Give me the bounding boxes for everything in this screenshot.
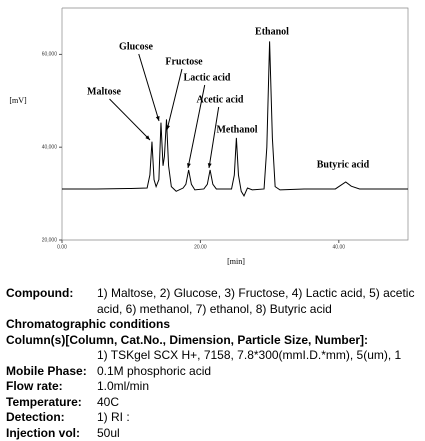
arrow-head <box>166 125 170 130</box>
arrow-line <box>208 106 220 169</box>
y-tick-label: 40,000 <box>42 145 58 151</box>
detail-value: 0.1M phosphoric acid <box>97 363 212 378</box>
arrow-line <box>166 68 183 131</box>
arrow-head <box>207 163 212 168</box>
peak-label: Acetic acid <box>197 94 244 105</box>
y-tick-label: 20,000 <box>42 237 58 243</box>
x-axis-label: [min] <box>227 257 245 266</box>
y-axis-label: [mV] <box>9 96 27 105</box>
arrow-line <box>138 53 160 122</box>
detail-value: 1) RI : <box>97 410 130 424</box>
detail-row: Temperature: 40C <box>6 395 421 411</box>
chart: [mV] [min] 20,000 40,000 60,000 0.00 20.00 40… <box>9 7 409 266</box>
section-heading: Column(s)[Column, Cat.No., Dimension, Pa… <box>6 332 369 347</box>
detail-label: Detection: <box>6 410 65 424</box>
detail-row: Detection: 1) RI : <box>6 410 421 426</box>
arrow-line <box>187 84 206 169</box>
peak-label: Glucose <box>119 41 153 52</box>
detail-label: Compound: <box>6 286 74 300</box>
detail-value: 1.0ml/min <box>97 379 150 393</box>
detail-value: 50ul <box>97 425 120 440</box>
x-tick-label: 0.00 <box>57 244 67 250</box>
x-tick-label: 20.00 <box>194 244 207 250</box>
trace <box>62 41 408 198</box>
detail-row: Compound: 1) Maltose, 2) Glucose, 3) Fruc… <box>6 286 421 317</box>
peak-label: Butyric acid <box>317 159 370 170</box>
detail-row: Injection vol: 50ul <box>6 426 421 441</box>
peak-label: Maltose <box>87 86 121 97</box>
y-tick-label: 60,000 <box>42 52 58 58</box>
detail-row: Mobile Phase: 0.1M phosphoric acid <box>6 364 421 380</box>
peak-label: Lactic acid <box>184 72 231 83</box>
peak-label: Fructose <box>165 56 203 67</box>
detail-row: Flow rate: 1.0ml/min <box>6 379 421 395</box>
detail-value: 1) Maltose, 2) Glucose, 3) Fructose, 4) … <box>97 286 415 316</box>
arrow-line <box>109 98 151 141</box>
peak-label: Methanol <box>216 124 257 135</box>
detail-label: Flow rate: <box>6 379 63 393</box>
section-heading: Chromatographic conditions <box>6 317 171 331</box>
detail-value: 1) TSKgel SCX H+, 7158, 7.8*300(mmI.D.*m… <box>97 348 402 362</box>
detail-value: 40C <box>97 394 120 409</box>
arrow-head <box>155 116 160 121</box>
detail-label: Injection vol: <box>6 425 81 440</box>
detail-label: Temperature: <box>6 394 82 409</box>
arrow-head <box>145 135 150 140</box>
x-tick-label: 40.00 <box>333 244 346 250</box>
plot-frame <box>61 7 409 241</box>
peak-label: Ethanol <box>255 26 289 37</box>
detail-label: Mobile Phase: <box>6 363 87 378</box>
arrow-head <box>187 163 191 168</box>
details: Compound: 1) Maltose, 2) Glucose, 3) Fruc… <box>6 286 421 441</box>
